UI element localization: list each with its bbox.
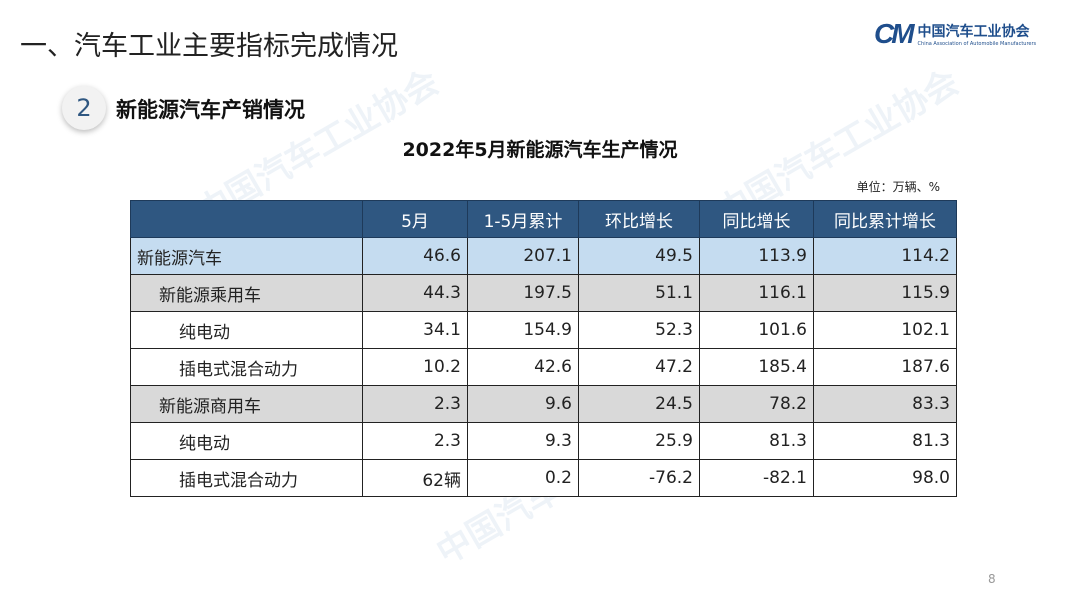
- column-header: 同比增长: [699, 200, 814, 238]
- table-cell: 81.3: [813, 422, 957, 460]
- table-title: 2022年5月新能源汽车生产情况: [402, 139, 678, 161]
- row-label: 新能源乘用车: [130, 274, 363, 312]
- table-cell: 98.0: [813, 459, 957, 497]
- table-cell: 0.2: [467, 459, 579, 497]
- table-cell: 116.1: [699, 274, 814, 312]
- row-label: 新能源汽车: [130, 237, 363, 275]
- table-cell: 47.2: [578, 348, 700, 386]
- table-cell: 185.4: [699, 348, 814, 386]
- table-cell: -76.2: [578, 459, 700, 497]
- table-cell: 2.3: [362, 385, 468, 423]
- column-header: 1-5月累计: [467, 200, 579, 238]
- table-cell: 34.1: [362, 311, 468, 349]
- table-cell: 9.6: [467, 385, 579, 423]
- logo-cn: 中国汽车工业协会: [917, 24, 1030, 40]
- table-cell: 102.1: [813, 311, 957, 349]
- table-cell: 101.6: [699, 311, 814, 349]
- table-cell: 154.9: [467, 311, 579, 349]
- table-cell: 81.3: [699, 422, 814, 460]
- table-cell: 10.2: [362, 348, 468, 386]
- logo-mark-icon: CM: [874, 18, 915, 49]
- table-row: 新能源乘用车 44.3 197.5 51.1 116.1 115.9: [130, 274, 957, 312]
- table-cell: -82.1: [699, 459, 814, 497]
- table-cell: 113.9: [699, 237, 814, 275]
- table-row: 新能源商用车 2.3 9.6 24.5 78.2 83.3: [130, 385, 957, 423]
- table-cell: 207.1: [467, 237, 579, 275]
- table-cell: 51.1: [578, 274, 700, 312]
- logo-en: China Association of Automobile Manufact…: [917, 41, 1037, 47]
- table-row: 插电式混合动力 62辆 0.2 -76.2 -82.1 98.0: [130, 459, 957, 497]
- column-header: [130, 200, 363, 238]
- table-cell: 25.9: [578, 422, 700, 460]
- row-label: 纯电动: [130, 311, 363, 349]
- section-title: 新能源汽车产销情况: [116, 98, 305, 122]
- table-cell: 24.5: [578, 385, 700, 423]
- table-cell: 62辆: [362, 459, 468, 497]
- table-cell: 114.2: [813, 237, 957, 275]
- table-cell: 42.6: [467, 348, 579, 386]
- row-label: 新能源商用车: [130, 385, 363, 423]
- table-cell: 49.5: [578, 237, 700, 275]
- table-row: 纯电动 34.1 154.9 52.3 101.6 102.1: [130, 311, 957, 349]
- table-row: 新能源汽车 46.6 207.1 49.5 113.9 114.2: [130, 237, 957, 275]
- table-cell: 115.9: [813, 274, 957, 312]
- table-cell: 187.6: [813, 348, 957, 386]
- table-cell: 197.5: [467, 274, 579, 312]
- slide-title: 一、汽车工业主要指标完成情况: [20, 31, 398, 62]
- table-cell: 9.3: [467, 422, 579, 460]
- column-header: 同比累计增长: [813, 200, 957, 238]
- row-label: 插电式混合动力: [130, 459, 363, 497]
- section-number: 2: [62, 86, 106, 130]
- table-cell: 52.3: [578, 311, 700, 349]
- row-label: 纯电动: [130, 422, 363, 460]
- table-cell: 44.3: [362, 274, 468, 312]
- column-header: 环比增长: [578, 200, 700, 238]
- table-row: 插电式混合动力 10.2 42.6 47.2 185.4 187.6: [130, 348, 957, 386]
- table-cell: 2.3: [362, 422, 468, 460]
- row-label: 插电式混合动力: [130, 348, 363, 386]
- unit-label: 单位：万辆、%: [856, 180, 940, 194]
- table-row: 纯电动 2.3 9.3 25.9 81.3 81.3: [130, 422, 957, 460]
- column-header: 5月: [362, 200, 468, 238]
- table-cell: 46.6: [362, 237, 468, 275]
- data-table: 5月 1-5月累计 环比增长 同比增长 同比累计增长 新能源汽车 46.6 207.1 49.…: [130, 200, 957, 497]
- table-cell: 78.2: [699, 385, 814, 423]
- page-number: 8: [988, 572, 996, 586]
- logo: CM 中国汽车工业协会 China Association of Automob…: [874, 18, 1036, 50]
- table-cell: 83.3: [813, 385, 957, 423]
